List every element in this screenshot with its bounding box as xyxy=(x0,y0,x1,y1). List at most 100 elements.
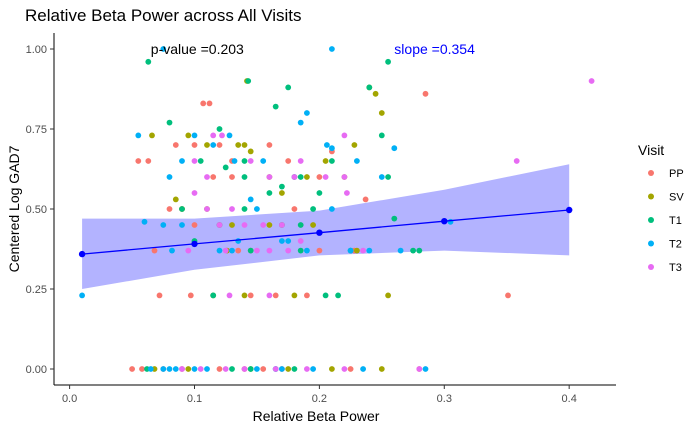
data-point-sv xyxy=(304,174,310,180)
data-point-pp xyxy=(135,158,142,164)
data-point-t3 xyxy=(197,366,204,372)
data-point-t3 xyxy=(260,222,267,228)
data-point-t2 xyxy=(231,158,238,164)
data-point-t2 xyxy=(324,142,330,148)
data-point-sv xyxy=(185,132,192,139)
annotations-layer: p-value =0.203 slope =0.354 xyxy=(151,41,475,57)
data-point-t2 xyxy=(285,238,292,244)
data-point-sv xyxy=(378,366,385,372)
data-point-sv xyxy=(266,222,273,228)
regression-point xyxy=(78,250,86,258)
data-point-t1 xyxy=(245,78,252,84)
data-point-t3 xyxy=(341,366,348,372)
data-point-t1 xyxy=(378,132,385,139)
data-point-t3 xyxy=(297,158,304,164)
data-point-t2 xyxy=(260,158,267,164)
data-point-t2 xyxy=(135,132,142,139)
data-point-t3 xyxy=(241,222,248,228)
points-layer xyxy=(79,46,595,372)
chart-title: Relative Beta Power across All Visits xyxy=(25,6,302,25)
data-point-sv xyxy=(285,366,292,372)
x-tick-label: 0.1 xyxy=(187,393,202,405)
legend-key-pp xyxy=(648,170,654,176)
data-point-t3 xyxy=(341,174,348,180)
data-point-t3 xyxy=(241,366,248,372)
data-point-t2 xyxy=(254,206,260,212)
data-point-sv xyxy=(351,142,358,148)
data-point-t2 xyxy=(329,46,335,52)
x-tick-label: 0.0 xyxy=(62,393,77,405)
data-point-t2 xyxy=(310,366,316,372)
data-point-t2 xyxy=(391,145,398,152)
data-point-sv xyxy=(385,292,391,299)
data-point-t2 xyxy=(191,366,198,372)
y-tick-label: 0.50 xyxy=(26,204,47,216)
data-point-pp xyxy=(210,174,217,180)
data-point-t3 xyxy=(297,238,304,244)
data-point-t1 xyxy=(297,174,304,180)
data-point-sv xyxy=(329,366,335,372)
data-point-t2 xyxy=(191,132,198,139)
data-point-pp xyxy=(316,247,323,254)
data-point-t1 xyxy=(241,174,248,180)
x-tick-label: 0.3 xyxy=(437,393,452,405)
data-point-sv xyxy=(372,90,379,97)
data-point-t3 xyxy=(191,158,198,164)
data-point-t2 xyxy=(160,366,167,372)
data-point-t2 xyxy=(216,247,223,254)
data-point-t3 xyxy=(219,132,225,139)
confidence-band-layer xyxy=(82,164,570,289)
confidence-band xyxy=(82,164,570,289)
data-point-pp xyxy=(191,222,198,228)
data-point-t3 xyxy=(266,292,273,299)
data-point-t2 xyxy=(304,247,310,254)
data-point-t2 xyxy=(141,218,148,225)
data-point-t3 xyxy=(204,174,210,180)
regression-point xyxy=(441,218,448,225)
data-point-pp xyxy=(200,100,207,107)
data-point-t2 xyxy=(172,366,179,372)
data-point-pp xyxy=(422,90,429,97)
data-point-t3 xyxy=(266,247,273,254)
data-point-t3 xyxy=(279,222,285,228)
data-point-pp xyxy=(272,292,279,299)
data-point-t2 xyxy=(279,366,285,372)
y-tick-label: 0.75 xyxy=(26,124,47,136)
data-point-pp xyxy=(191,142,198,148)
data-point-t1 xyxy=(272,103,279,110)
data-point-t2 xyxy=(179,222,185,228)
data-point-sv xyxy=(291,292,298,299)
y-tick-label: 1.00 xyxy=(26,44,47,56)
data-point-t3 xyxy=(179,366,185,372)
data-point-t3 xyxy=(222,366,229,372)
data-point-t2 xyxy=(147,366,154,372)
data-point-t1 xyxy=(391,215,398,222)
data-point-pp xyxy=(247,292,254,299)
data-point-t1 xyxy=(385,58,391,65)
data-point-pp xyxy=(166,206,173,212)
data-point-t1 xyxy=(335,292,341,299)
data-point-t1 xyxy=(366,84,373,91)
data-point-t1 xyxy=(416,247,423,254)
data-point-t2 xyxy=(360,366,366,372)
data-point-t2 xyxy=(160,46,167,52)
data-point-t3 xyxy=(191,190,198,196)
data-point-pp xyxy=(206,100,213,107)
data-point-t1 xyxy=(329,158,335,164)
data-point-t2 xyxy=(329,206,335,212)
data-point-sv xyxy=(310,222,316,228)
data-point-t1 xyxy=(316,190,323,196)
data-point-t3 xyxy=(344,190,350,196)
data-point-pp xyxy=(316,174,323,180)
data-point-pp xyxy=(291,206,298,212)
legend: Visit PP SV T1 T2 T3 xyxy=(638,142,684,274)
data-point-t2 xyxy=(166,366,173,372)
data-point-pp xyxy=(229,174,235,180)
slope-annotation: slope =0.354 xyxy=(394,41,475,57)
p-value-annotation: p-value =0.203 xyxy=(151,41,244,57)
x-tick-label: 0.4 xyxy=(562,393,577,405)
data-point-t3 xyxy=(272,366,279,372)
data-point-t1 xyxy=(241,206,248,212)
data-point-t2 xyxy=(79,292,85,299)
